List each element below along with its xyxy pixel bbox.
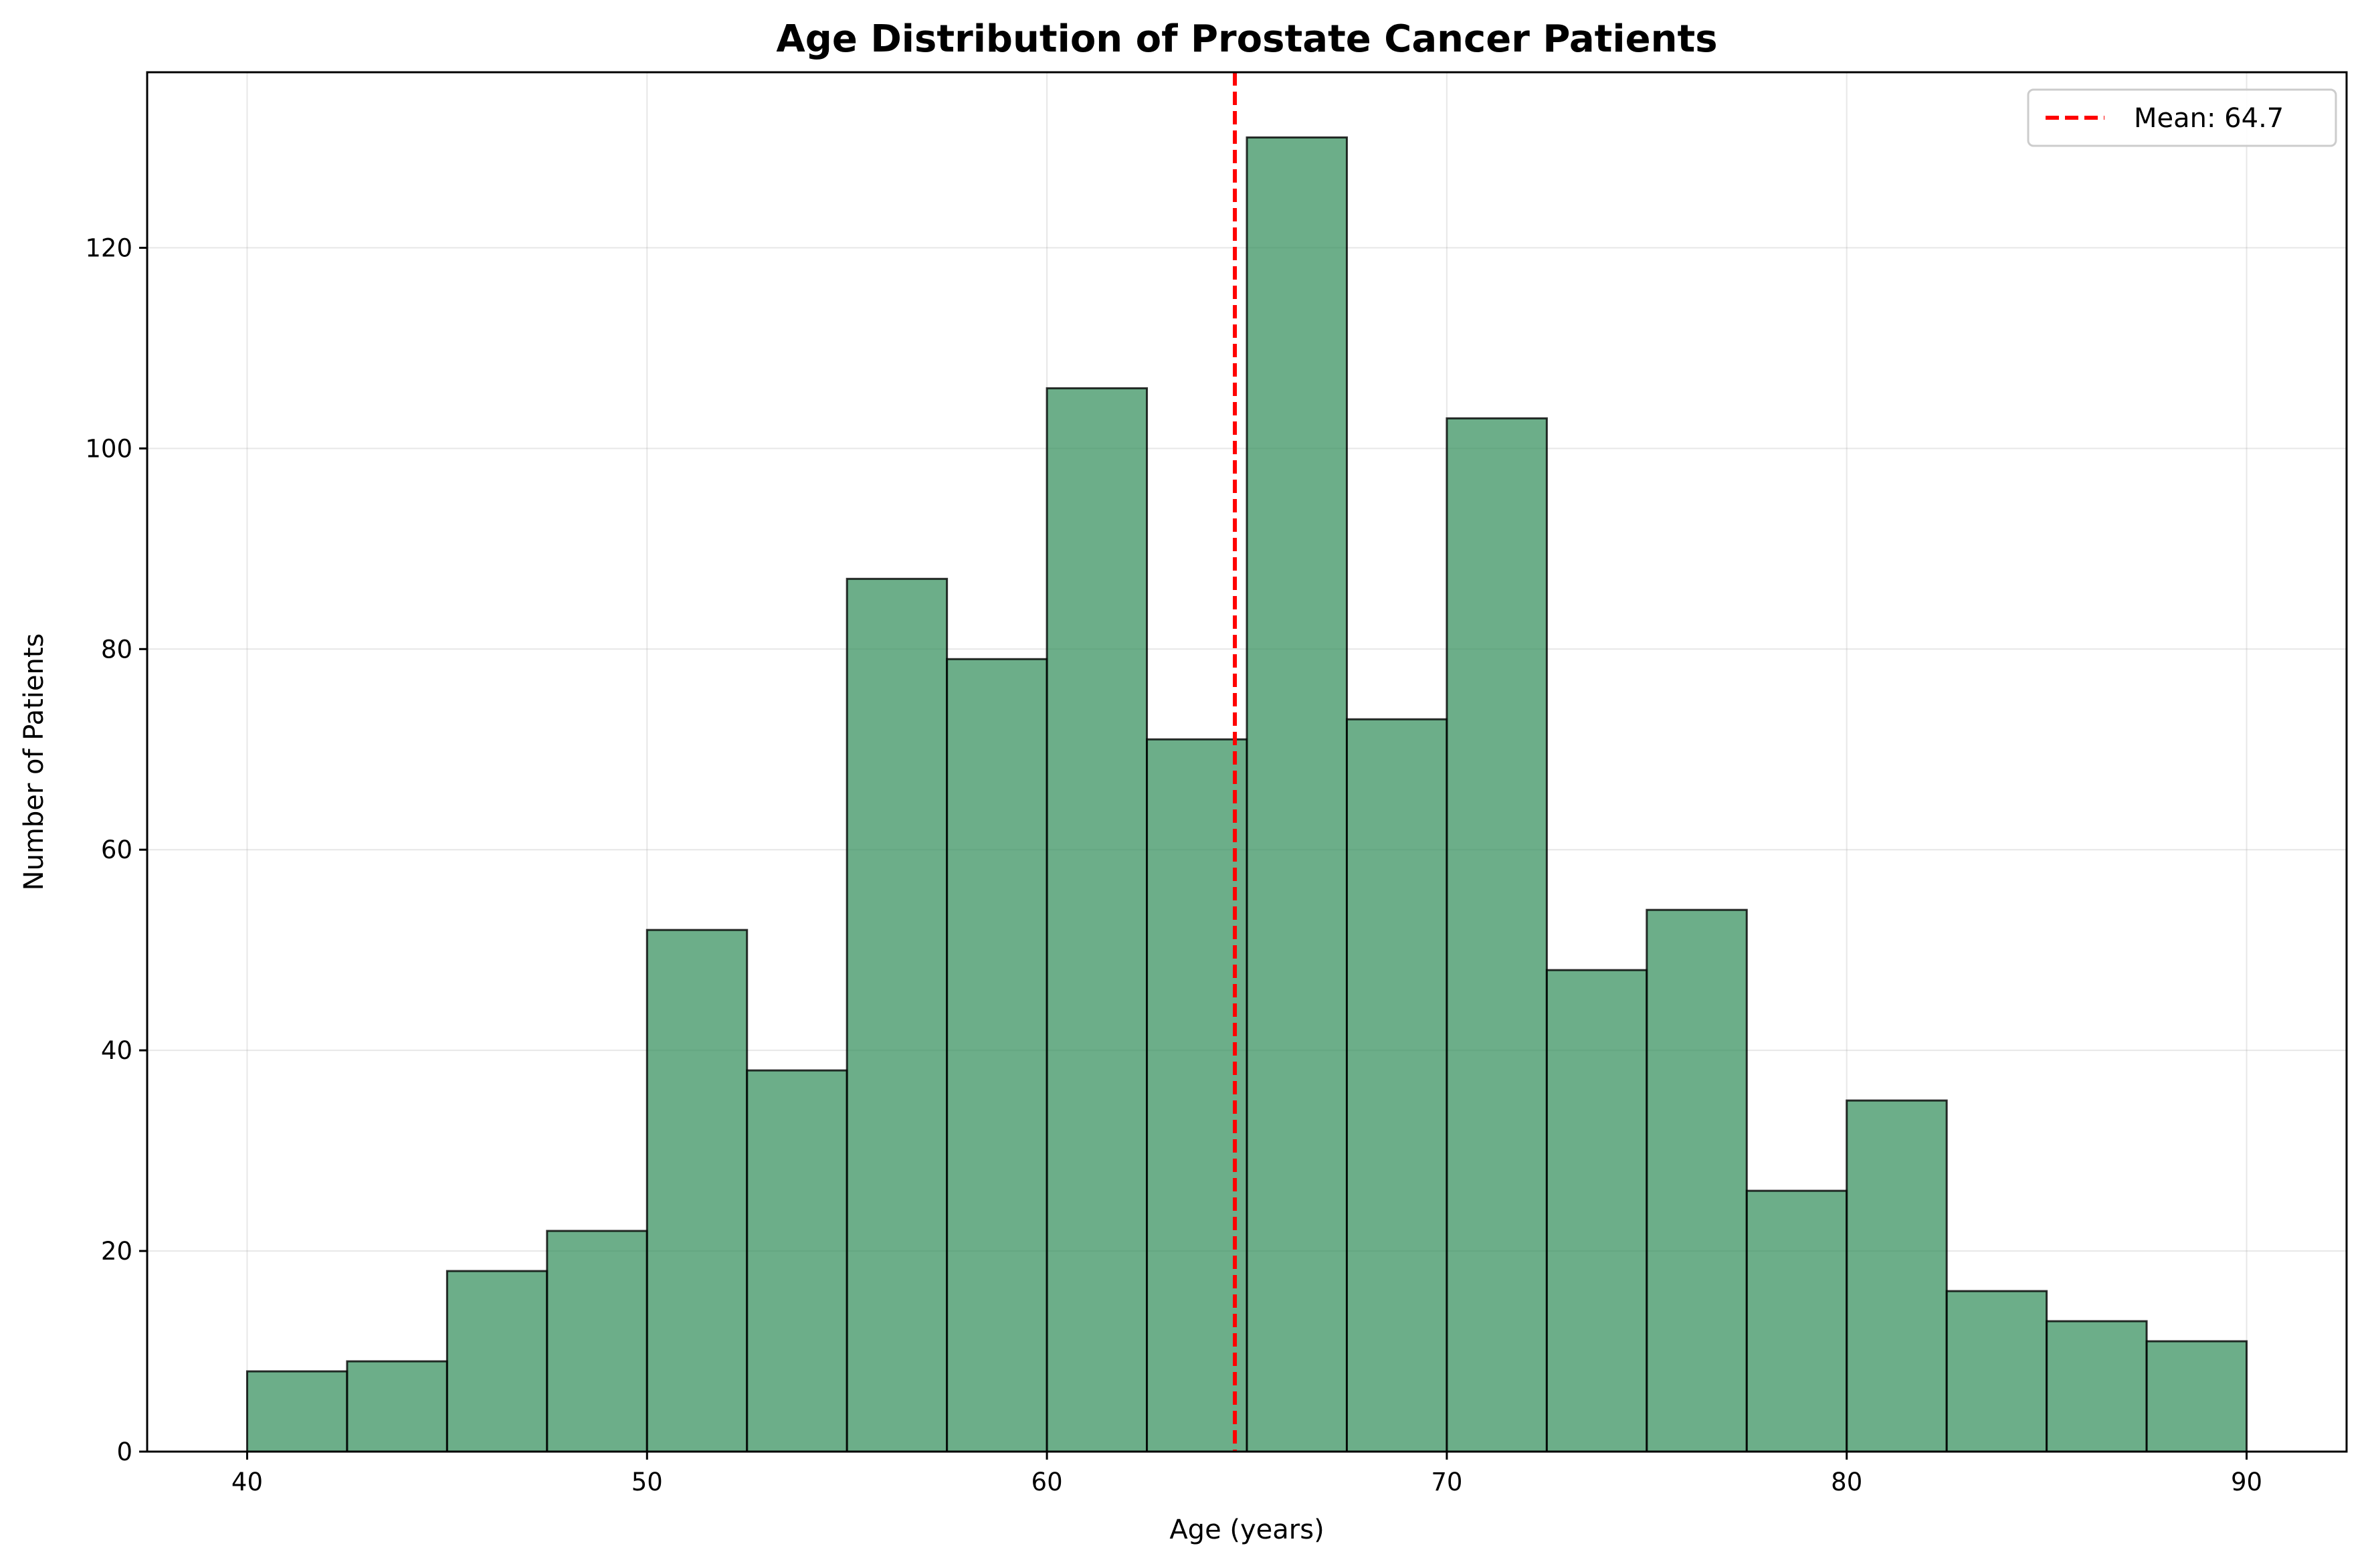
y-tick-label: 120 [85,233,132,262]
y-tick-label: 0 [116,1438,132,1466]
x-axis-label: Age (years) [1169,1514,1324,1545]
y-axis-ticks: 0 20 40 60 80 100 120 [85,233,147,1466]
histogram-bar [1046,387,1149,1453]
y-tick-label: 60 [101,836,132,864]
x-tick-label: 50 [631,1468,663,1496]
histogram-bar [1846,1099,1948,1453]
histogram-bar [1246,136,1348,1453]
histogram-bar [1146,738,1248,1453]
histogram-bar [646,928,749,1453]
legend: Mean: 64.7 [2027,88,2337,147]
histogram-bar [1646,908,1748,1453]
histogram-bar [1745,1189,1848,1453]
histogram-bar [546,1230,648,1453]
x-tick-label: 40 [231,1468,263,1496]
y-tick-label: 40 [101,1036,132,1065]
histogram-bar [846,577,949,1453]
histogram-bar [446,1270,549,1453]
bars [245,136,2248,1453]
histogram-bar [746,1069,848,1453]
x-tick-label: 90 [2231,1468,2262,1496]
plot-frame [146,71,2348,1453]
histogram-bar [1545,969,1648,1453]
histogram-bar [1345,718,1448,1453]
y-axis-label: Number of Patients [19,633,50,891]
y-tick-label: 80 [101,635,132,664]
x-axis-ticks: 40 50 60 70 80 90 [231,1452,2262,1496]
x-tick-label: 60 [1031,1468,1063,1496]
histogram-bar [346,1360,448,1453]
histogram-bar [946,658,1048,1453]
y-tick-label: 100 [85,434,132,463]
chart-title: Age Distribution of Prostate Cancer Pati… [776,17,1717,61]
legend-mean-label: Mean: 64.7 [2134,103,2284,134]
histogram-bar [2046,1320,2148,1453]
histogram-bar [1446,417,1548,1453]
histogram-bar [245,1370,349,1453]
x-tick-label: 80 [1831,1468,1862,1496]
histogram-bar [2145,1340,2248,1453]
histogram-bar [1945,1290,2048,1453]
legend-box [2027,88,2337,147]
y-tick-label: 20 [101,1237,132,1266]
x-tick-label: 70 [1431,1468,1462,1496]
